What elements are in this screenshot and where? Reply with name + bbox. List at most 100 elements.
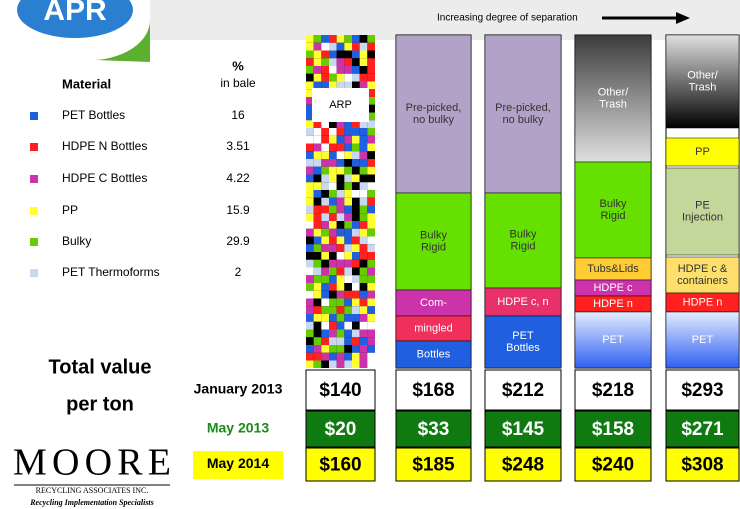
- mosaic-cell: [306, 306, 314, 314]
- value-box: [305, 447, 376, 482]
- mosaic-cell: [329, 159, 337, 167]
- segment-label: Other/: [687, 69, 719, 81]
- mosaic-cell: [344, 35, 352, 43]
- mosaic-cell: [344, 81, 352, 90]
- mosaic-cell: [359, 252, 368, 260]
- mosaic-cell: [306, 143, 314, 152]
- mosaic-cell: [359, 290, 368, 299]
- mosaic-cell: [306, 174, 314, 183]
- legend-name: Bulky: [62, 234, 91, 248]
- segment-label: Pre-picked,: [495, 102, 551, 114]
- mosaic-cell: [321, 128, 329, 136]
- value: $185: [412, 455, 455, 476]
- segment: [484, 192, 562, 289]
- mosaic-cell: [329, 337, 337, 345]
- mosaic-cell: [321, 283, 329, 291]
- mosaic-cell: [336, 174, 345, 183]
- legend-swatch: [30, 143, 38, 151]
- mosaic-cell: [321, 290, 329, 299]
- mosaic-cell: [352, 267, 360, 276]
- mosaic-cell: [306, 275, 314, 283]
- segment-label: Com-: [420, 297, 447, 309]
- mosaic-cell: [306, 97, 314, 105]
- mosaic-cell: [352, 236, 360, 245]
- mosaic-cell: [344, 267, 352, 276]
- mosaic-cell: [367, 104, 375, 113]
- value: $140: [319, 380, 361, 401]
- segment-label: Rigid: [600, 210, 625, 222]
- mosaic-cell: [367, 35, 375, 43]
- mosaic-cell: [359, 190, 368, 198]
- segment-label: no bulky: [503, 114, 544, 126]
- mosaic-cell: [329, 329, 337, 338]
- mosaic-cell: [336, 190, 345, 198]
- value: $248: [502, 455, 544, 476]
- material-header: Material: [62, 76, 111, 91]
- mosaic-cell: [313, 275, 322, 283]
- mosaic-cell: [313, 35, 322, 43]
- mosaic-cell: [344, 58, 352, 66]
- value: $218: [592, 380, 634, 401]
- mosaic-cell: [336, 159, 345, 167]
- mosaic-cell: [352, 252, 360, 260]
- segment-label: no bulky: [413, 114, 454, 126]
- mosaic-cell: [336, 205, 345, 214]
- mosaic-cell: [321, 275, 329, 283]
- value: $293: [681, 380, 723, 401]
- mosaic-cell: [313, 151, 322, 159]
- mosaic-cell: [329, 135, 337, 144]
- mosaic-cell: [344, 166, 352, 175]
- mosaic-cell: [329, 182, 337, 190]
- mosaic-cell: [321, 244, 329, 252]
- mosaic-cell: [329, 267, 337, 276]
- value-box: [395, 447, 472, 482]
- mosaic-cell: [321, 166, 329, 175]
- legend-swatch: [30, 207, 38, 215]
- mosaic-cell: [352, 166, 360, 175]
- mosaic-cell: [352, 259, 360, 268]
- mosaic-cell: [367, 197, 375, 206]
- mosaic-cell: [321, 259, 329, 268]
- segment-label: Bulky: [420, 229, 447, 241]
- mosaic-cell: [336, 120, 345, 128]
- mosaic-cell: [367, 252, 375, 260]
- mosaic-cell: [344, 182, 352, 190]
- mosaic-cell: [352, 128, 360, 136]
- value: $168: [412, 380, 454, 401]
- mosaic-cell: [329, 290, 337, 299]
- mosaic-cell: [352, 352, 360, 361]
- mosaic-cell: [321, 190, 329, 198]
- mosaic-cell: [329, 244, 337, 252]
- mosaic-cell: [344, 283, 352, 291]
- mosaic-cell: [352, 143, 360, 152]
- value-box: [665, 369, 740, 411]
- mosaic-cell: [344, 205, 352, 214]
- mosaic-cell: [359, 73, 368, 82]
- mosaic-cell: [336, 66, 345, 74]
- segment: [484, 315, 562, 369]
- mosaic-cell: [359, 151, 368, 159]
- mosaic-cell: [329, 283, 337, 291]
- segment-label: mingled: [414, 322, 453, 334]
- mosaic-cell: [313, 128, 322, 136]
- value-box: [665, 447, 740, 482]
- mosaic-cell: [306, 259, 314, 268]
- mosaic-cell: [344, 321, 352, 330]
- mosaic-cell: [367, 244, 375, 252]
- mosaic-cell: [344, 42, 352, 51]
- mosaic-cell: [359, 50, 368, 59]
- mosaic-cell: [313, 290, 322, 299]
- mosaic-cell: [367, 205, 375, 214]
- mosaic-cell: [367, 81, 375, 90]
- segment-label: HDPE c &: [678, 263, 728, 275]
- mosaic-cell: [344, 275, 352, 283]
- mosaic-cell: [336, 244, 345, 252]
- segment: [574, 161, 652, 259]
- mosaic-cell: [329, 345, 337, 353]
- mosaic-cell: [367, 50, 375, 59]
- mosaic-cell: [336, 298, 345, 307]
- mosaic-cell: [329, 143, 337, 152]
- mosaic-cell: [313, 166, 322, 175]
- mosaic-cell: [313, 174, 322, 183]
- mosaic-cell: [359, 66, 368, 74]
